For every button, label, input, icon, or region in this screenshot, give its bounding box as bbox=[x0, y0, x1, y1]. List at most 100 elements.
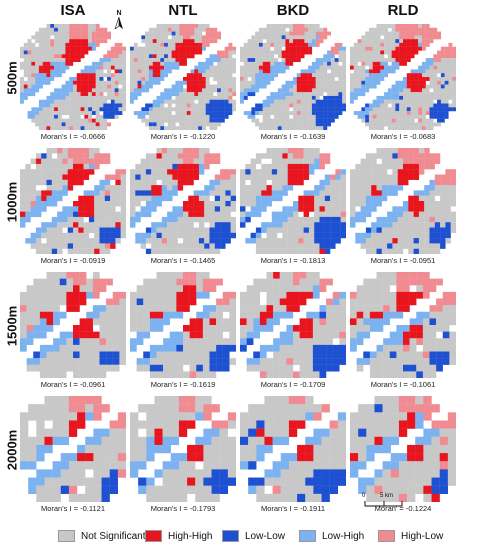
grid-cell bbox=[176, 344, 184, 352]
grid-cell bbox=[137, 73, 142, 78]
grid-cell bbox=[59, 371, 67, 378]
grid-cell bbox=[95, 99, 100, 104]
grid-cell bbox=[203, 436, 212, 446]
grid-cell bbox=[315, 99, 320, 104]
grid-cell bbox=[287, 158, 294, 165]
grid-cell bbox=[190, 103, 195, 108]
grid-cell bbox=[350, 444, 359, 454]
grid-cell bbox=[447, 453, 456, 462]
grid-cell bbox=[76, 77, 81, 81]
grid-cell bbox=[175, 42, 180, 47]
grid-cell bbox=[408, 148, 414, 154]
grid-cell bbox=[169, 358, 177, 365]
grid-cell bbox=[68, 412, 78, 421]
grid-cell bbox=[439, 444, 448, 454]
grid-cell bbox=[319, 305, 327, 312]
grid-cell bbox=[84, 69, 89, 74]
grid-cell bbox=[227, 453, 236, 462]
grid-cell bbox=[33, 331, 41, 339]
grid-cell bbox=[187, 485, 196, 494]
grid-cell bbox=[167, 216, 173, 223]
grid-cell bbox=[80, 73, 85, 78]
grid-cell bbox=[313, 485, 322, 494]
grid-cell bbox=[61, 50, 66, 55]
grid-cell bbox=[403, 153, 409, 159]
grid-cell bbox=[350, 298, 357, 306]
grid-cell bbox=[358, 428, 367, 437]
grid-cell bbox=[308, 216, 315, 223]
grid-cell bbox=[69, 80, 74, 85]
grid-cell bbox=[289, 122, 294, 127]
grid-cell bbox=[288, 404, 298, 413]
grid-cell bbox=[332, 291, 340, 299]
grid-cell bbox=[365, 122, 370, 127]
grid-cell bbox=[209, 311, 217, 319]
grid-cell bbox=[319, 190, 325, 196]
grid-cell bbox=[220, 118, 225, 123]
grid-cell bbox=[330, 216, 336, 223]
grid-cell bbox=[403, 227, 409, 233]
grid-cell bbox=[403, 107, 407, 112]
grid-cell bbox=[183, 114, 187, 119]
grid-cell bbox=[327, 73, 332, 78]
grid-cell bbox=[167, 174, 173, 180]
grid-cell bbox=[109, 461, 118, 470]
grid-cell bbox=[365, 80, 370, 85]
grid-cell bbox=[444, 84, 449, 89]
grid-cell bbox=[183, 158, 189, 165]
grid-cell bbox=[213, 35, 218, 40]
grid-cell bbox=[436, 351, 443, 359]
grid-cell bbox=[138, 477, 147, 486]
grid-cell bbox=[122, 50, 126, 55]
grid-cell bbox=[403, 243, 409, 249]
grid-cell bbox=[273, 371, 280, 378]
grid-cell bbox=[261, 227, 267, 233]
grid-cell bbox=[392, 216, 398, 223]
grid-cell bbox=[293, 153, 299, 159]
grid-cell bbox=[112, 344, 120, 352]
grid-cell bbox=[230, 190, 236, 196]
grid-cell bbox=[76, 84, 81, 89]
grid-cell bbox=[449, 311, 456, 319]
grid-cell bbox=[73, 84, 77, 89]
grid-cell bbox=[190, 92, 195, 97]
grid-cell bbox=[383, 305, 390, 312]
grid-cell bbox=[151, 158, 157, 165]
grid-cell bbox=[46, 158, 52, 165]
grid-cell bbox=[398, 428, 408, 437]
grid-cell bbox=[288, 485, 298, 494]
grid-cell bbox=[418, 190, 425, 196]
grid-cell bbox=[363, 278, 371, 286]
grid-cell bbox=[151, 185, 157, 191]
grid-cell bbox=[403, 272, 410, 279]
grid-cell bbox=[277, 114, 282, 119]
grid-cell bbox=[304, 118, 309, 123]
grid-cell bbox=[95, 103, 100, 108]
grid-cell bbox=[403, 111, 407, 116]
grid-cell bbox=[319, 222, 325, 228]
grid-cell bbox=[319, 118, 324, 123]
grid-cell bbox=[425, 99, 430, 104]
grid-cell bbox=[264, 469, 273, 478]
grid-cell bbox=[332, 298, 340, 306]
grid-cell bbox=[57, 190, 63, 196]
grid-cell bbox=[376, 311, 384, 319]
grid-cell bbox=[334, 111, 339, 116]
grid-cell bbox=[250, 185, 257, 191]
grid-cell bbox=[33, 318, 41, 326]
grid-cell bbox=[247, 84, 252, 89]
grid-cell bbox=[255, 185, 262, 191]
grid-cell bbox=[293, 99, 297, 104]
grid-cell bbox=[109, 436, 118, 446]
grid-cell bbox=[380, 27, 385, 32]
grid-cell bbox=[169, 351, 177, 359]
grid-cell bbox=[20, 185, 26, 191]
grid-cell bbox=[209, 99, 214, 104]
grid-cell bbox=[355, 216, 361, 223]
grid-cell bbox=[183, 272, 190, 279]
grid-cell bbox=[304, 84, 309, 89]
grid-cell bbox=[107, 103, 112, 108]
grid-cell bbox=[179, 118, 184, 123]
grid-cell bbox=[334, 73, 339, 78]
grid-cell bbox=[53, 311, 60, 319]
